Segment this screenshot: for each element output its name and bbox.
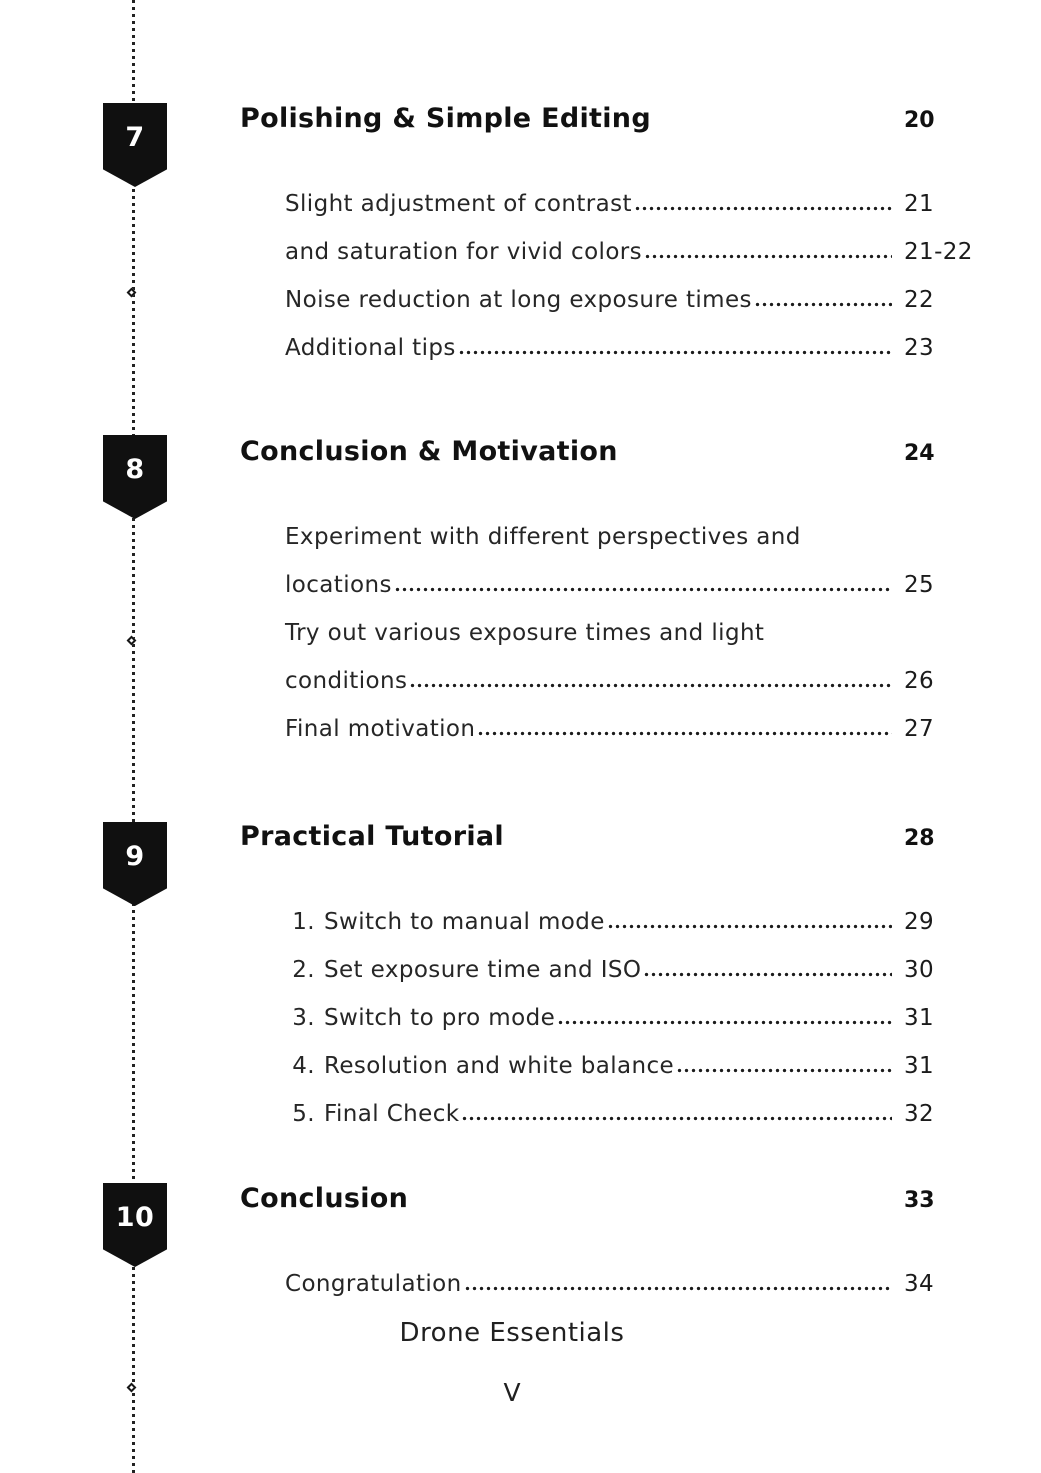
toc-entry-line: Final motivation 27 bbox=[285, 705, 976, 753]
dot-leader-icon bbox=[462, 1116, 892, 1121]
dot-leader-icon bbox=[410, 683, 892, 688]
dot-leader-icon bbox=[394, 587, 892, 592]
section-title: Polishing & Simple Editing bbox=[240, 103, 651, 134]
entry-text: Final motivation bbox=[285, 716, 476, 742]
section-page-number: 33 bbox=[904, 1188, 935, 1213]
section-heading-row: Polishing & Simple Editing 20 bbox=[240, 102, 976, 136]
entry-text: locations bbox=[285, 572, 392, 598]
entry-text: Switch to pro mode bbox=[324, 1005, 556, 1031]
toc-entry-line: 3. Switch to pro mode 31 bbox=[285, 994, 976, 1042]
entry-text: conditions bbox=[285, 668, 408, 694]
chapter-marker-number: 8 bbox=[125, 453, 145, 485]
dot-leader-icon bbox=[677, 1068, 892, 1073]
chapter-marker-number: 9 bbox=[125, 840, 145, 872]
toc-entry-line: locations 25 bbox=[285, 561, 976, 609]
entry-page-number: 29 bbox=[904, 909, 935, 935]
entry-text: Slight adjustment of contrast bbox=[285, 191, 632, 217]
entry-page-number: 21 bbox=[904, 191, 935, 217]
entry-page-number: 31 bbox=[904, 1005, 935, 1031]
chapter-marker-badge-9: 9 bbox=[103, 822, 167, 906]
entry-text: Experiment with different perspectives a… bbox=[285, 524, 801, 550]
chapter-marker-badge-8: 8 bbox=[103, 435, 167, 519]
toc-entry-line: conditions 26 bbox=[285, 657, 976, 705]
toc-section-9: Practical Tutorial 28 1. Switch to manual m… bbox=[240, 820, 976, 1138]
entry-text: Noise reduction at long exposure times bbox=[285, 287, 752, 313]
section-page-number: 24 bbox=[904, 441, 935, 466]
section-title: Conclusion bbox=[240, 1183, 409, 1214]
footer-book-title: Drone Essentials bbox=[399, 1318, 625, 1348]
dot-leader-icon bbox=[458, 350, 892, 355]
toc-entry-line: and saturation for vivid colors 21-22 bbox=[285, 228, 976, 276]
toc-entry-line: Experiment with different perspectives a… bbox=[285, 513, 976, 561]
dot-leader-icon bbox=[754, 302, 892, 307]
entry-text: Resolution and white balance bbox=[324, 1053, 675, 1079]
dot-leader-icon bbox=[558, 1020, 892, 1025]
entry-page-number: 22 bbox=[904, 287, 935, 313]
toc-entry-line: 5. Final Check 32 bbox=[285, 1090, 976, 1138]
toc-section-7: Polishing & Simple Editing 20 Slight adjus… bbox=[240, 102, 976, 372]
toc-entry-line: 1. Switch to manual mode 29 bbox=[285, 898, 976, 946]
entry-page-number: 21-22 bbox=[904, 239, 973, 265]
chapter-marker-number: 7 bbox=[125, 121, 145, 153]
toc-section-10: Conclusion 33 Congratulation 34 bbox=[240, 1182, 976, 1308]
dot-leader-icon bbox=[478, 731, 892, 736]
entry-list-number: 1. bbox=[292, 909, 315, 935]
entry-text: and saturation for vivid colors bbox=[285, 239, 643, 265]
section-entries: Congratulation 34 bbox=[285, 1260, 976, 1308]
entry-list-number: 2. bbox=[292, 957, 315, 983]
entry-text: Switch to manual mode bbox=[324, 909, 605, 935]
dot-leader-icon bbox=[464, 1286, 892, 1291]
section-title: Conclusion & Motivation bbox=[240, 436, 618, 467]
entry-page-number: 23 bbox=[904, 335, 935, 361]
section-entries: Experiment with different perspectives a… bbox=[285, 513, 976, 753]
toc-entry-line: Congratulation 34 bbox=[285, 1260, 976, 1308]
chapter-marker-badge-7: 7 bbox=[103, 103, 167, 187]
entry-list-number: 3. bbox=[292, 1005, 315, 1031]
dot-leader-icon bbox=[607, 924, 892, 929]
toc-entry-line: Try out various exposure times and light bbox=[285, 609, 976, 657]
section-entries: Slight adjustment of contrast 21 and satur… bbox=[285, 180, 976, 372]
entry-page-number: 27 bbox=[904, 716, 935, 742]
section-heading-row: Conclusion & Motivation 24 bbox=[240, 435, 976, 469]
entry-page-number: 26 bbox=[904, 668, 935, 694]
entry-text: Additional tips bbox=[285, 335, 456, 361]
dot-leader-icon bbox=[645, 254, 892, 259]
toc-entry-line: 4. Resolution and white balance 31 bbox=[285, 1042, 976, 1090]
entry-page-number: 30 bbox=[904, 957, 935, 983]
toc-section-8: Conclusion & Motivation 24 Experiment with… bbox=[240, 435, 976, 753]
entry-list-number: 5. bbox=[292, 1101, 315, 1127]
entry-text: Final Check bbox=[324, 1101, 460, 1127]
section-title: Practical Tutorial bbox=[240, 821, 504, 852]
toc-entry-line: Noise reduction at long exposure times 22 bbox=[285, 276, 976, 324]
toc-entry-line: Additional tips 23 bbox=[285, 324, 976, 372]
entry-text: Congratulation bbox=[285, 1271, 462, 1297]
entry-page-number: 34 bbox=[904, 1271, 935, 1297]
section-page-number: 28 bbox=[904, 826, 935, 851]
entry-page-number: 25 bbox=[904, 572, 935, 598]
entry-list-number: 4. bbox=[292, 1053, 315, 1079]
toc-entry-line: 2. Set exposure time and ISO 30 bbox=[285, 946, 976, 994]
entry-page-number: 32 bbox=[904, 1101, 935, 1127]
section-heading-row: Practical Tutorial 28 bbox=[240, 820, 976, 854]
entry-text: Try out various exposure times and light bbox=[285, 620, 765, 646]
section-entries: 1. Switch to manual mode 29 2. Set exposure … bbox=[285, 898, 976, 1138]
entry-page-number: 31 bbox=[904, 1053, 935, 1079]
footer-page-numeral: V bbox=[503, 1378, 521, 1407]
chapter-marker-badge-10: 10 bbox=[103, 1183, 167, 1267]
chapter-marker-number: 10 bbox=[115, 1201, 155, 1233]
timeline-dotted-line-icon bbox=[132, 0, 135, 1473]
section-heading-row: Conclusion 33 bbox=[240, 1182, 976, 1216]
entry-text: Set exposure time and ISO bbox=[324, 957, 642, 983]
dot-leader-icon bbox=[634, 206, 892, 211]
section-page-number: 20 bbox=[904, 108, 935, 133]
dot-leader-icon bbox=[644, 972, 892, 977]
toc-entry-line: Slight adjustment of contrast 21 bbox=[285, 180, 976, 228]
